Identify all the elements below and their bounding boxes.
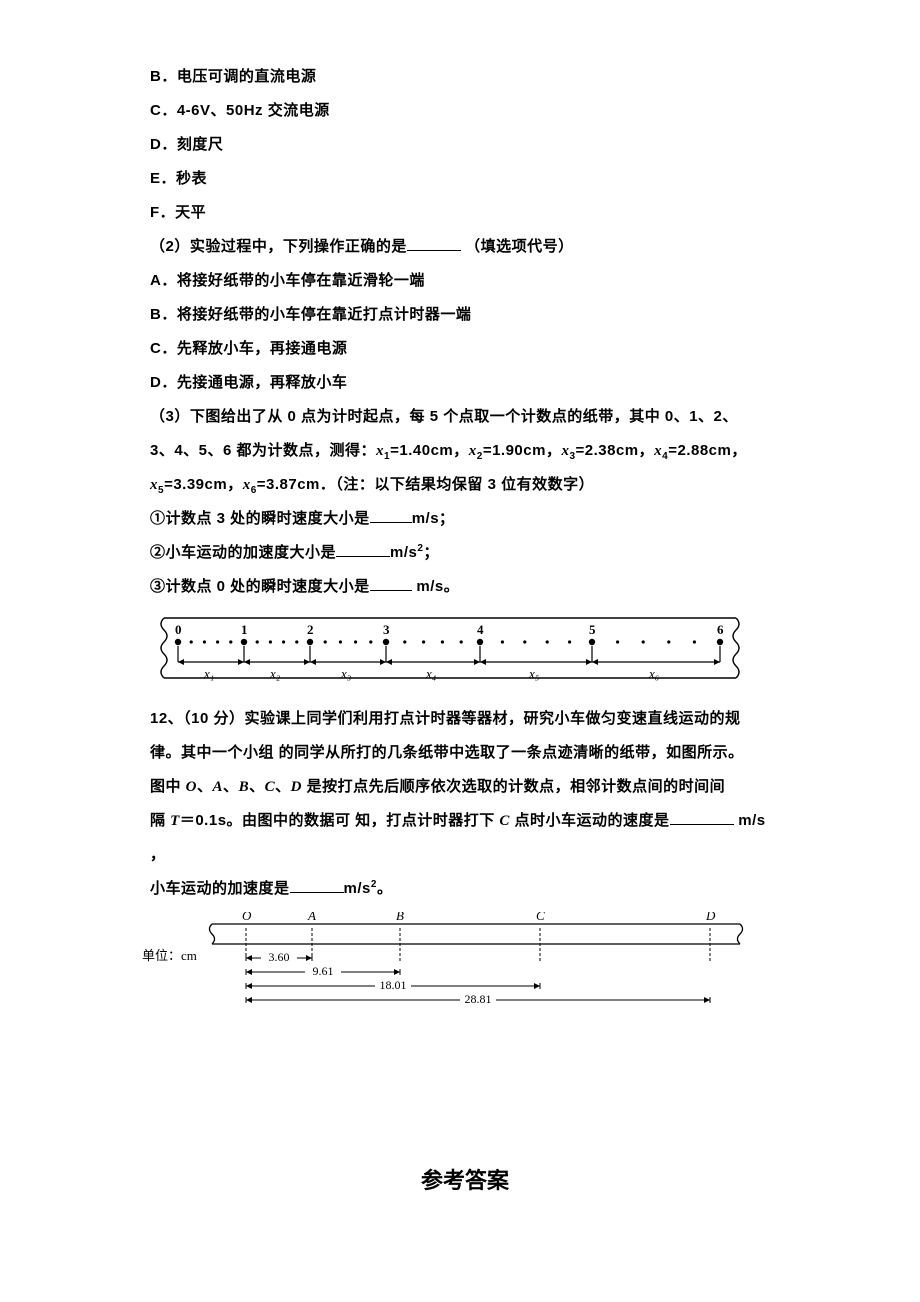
q12-e-unit: m/s	[344, 880, 371, 897]
q12-e-blank	[290, 879, 344, 894]
q2-option-d: D．先接通电源，再释放小车	[150, 374, 347, 391]
q12-a: 12、（10 分）实验课上同学们利用打点计时器等器材，研究小车做匀变速直线运动的…	[150, 710, 741, 727]
q12-d-b: ＝0.1s。由图中的数据可 知，打点计时器打下	[180, 812, 500, 829]
q12-d-a: 隔	[150, 812, 170, 829]
q3-sub1-blank	[370, 509, 412, 524]
tape-diagram-2: 单位：cm O A B C D 3.60 9.61 18.01 28.81	[140, 912, 780, 1027]
svg-text:5: 5	[589, 622, 596, 637]
q3-line3: x5=3.39cm，x6=3.87cm．（注：以下结果均保留 3 位有效数字）	[150, 468, 780, 502]
q12-d: 隔 T＝0.1s。由图中的数据可 知，打点计时器打下 C 点时小车运动的速度是 …	[150, 804, 780, 872]
q12-c: 图中 O、A、B、C、D 是按打点先后顺序依次选取的计数点，相邻计数点间的时间间	[150, 770, 780, 804]
svg-text:x₁: x₁	[203, 666, 214, 681]
option-d: D．刻度尺	[150, 136, 223, 153]
x6-lbl: x	[243, 477, 251, 493]
q12-d-C: C	[499, 813, 510, 829]
svg-text:3.60: 3.60	[269, 950, 290, 964]
q12-c-s3: 、	[249, 778, 265, 795]
q3-line1: （3）下图给出了从 0 点为计时起点，每 5 个点取一个计数点的纸带，其中 0、…	[150, 408, 738, 425]
svg-text:D: D	[705, 912, 716, 923]
q3-sub3-a: ③计数点 0 处的瞬时速度大小是	[150, 578, 370, 595]
svg-text:18.01: 18.01	[380, 978, 407, 992]
q12-c-a: 图中	[150, 778, 186, 795]
q12-e-a: 小车运动的加速度是	[150, 880, 290, 897]
q3-sub3-b: m/s。	[412, 578, 460, 595]
q2-text: （2）实验过程中，下列操作正确的是	[150, 238, 407, 255]
q12-b: 律。其中一个小组 的同学从所打的几条纸带中选取了一条点迹清晰的纸带，如图所示。	[150, 744, 744, 761]
q12-c-A: A	[213, 779, 224, 795]
q3-line2-a: 3、4、5、6 都为计数点，测得：	[150, 442, 376, 459]
q12-c-s4: 、	[275, 778, 291, 795]
svg-text:O: O	[242, 912, 252, 923]
q12-d-T: T	[170, 813, 180, 829]
q3-line3-tail: （注：以下结果均保留 3 位有效数字）	[335, 476, 594, 493]
svg-text:C: C	[536, 912, 545, 923]
svg-text:2: 2	[307, 622, 314, 637]
svg-text:x₃: x₃	[340, 666, 351, 681]
q12-c-C: C	[265, 779, 276, 795]
q3-sub3-blank	[370, 577, 412, 592]
x3-val: =2.38cm，	[576, 442, 655, 459]
q3-sub3: ③计数点 0 处的瞬时速度大小是 m/s。	[150, 570, 780, 604]
q12-e-tail: 。	[377, 880, 393, 897]
x4-val: =2.88cm，	[668, 442, 747, 459]
option-b: B．电压可调的直流电源	[150, 68, 316, 85]
svg-text:0: 0	[175, 622, 182, 637]
q12-c-s2: 、	[223, 778, 239, 795]
svg-text:1: 1	[241, 622, 248, 637]
svg-text:x₂: x₂	[269, 666, 281, 681]
x1-lbl: x	[376, 443, 384, 459]
option-c: C．4-6V、50Hz 交流电源	[150, 102, 330, 119]
x5-val: =3.39cm，	[164, 476, 243, 493]
q12-d-c: 点时小车运动的速度是	[510, 812, 670, 829]
q12-c-b: 是按打点先后顺序依次选取的计数点，相邻计数点间的时间间	[302, 778, 725, 795]
q12-c-D: D	[291, 779, 302, 795]
svg-text:3: 3	[383, 622, 390, 637]
q3-sub2-blank	[336, 543, 390, 558]
q12-c-s1: 、	[197, 778, 213, 795]
x4-lbl: x	[654, 443, 662, 459]
q3-sub2-a: ②小车运动的加速度大小是	[150, 544, 336, 561]
q12-c-B: B	[239, 779, 250, 795]
svg-text:A: A	[307, 912, 316, 923]
document-page: B．电压可调的直流电源 C．4-6V、50Hz 交流电源 D．刻度尺 E．秒表 …	[0, 0, 920, 1302]
q3-sub1-b: m/s；	[412, 510, 455, 527]
q12-c-o: O	[186, 779, 197, 795]
q3-sub2-tail: ；	[423, 544, 439, 561]
svg-text:28.81: 28.81	[465, 992, 492, 1006]
q2-option-b: B．将接好纸带的小车停在靠近打点计时器一端	[150, 306, 471, 323]
option-f: F．天平	[150, 204, 206, 221]
q3-line2: 3、4、5、6 都为计数点，测得：x1=1.40cm，x2=1.90cm，x3=…	[150, 434, 780, 468]
q3-sub2: ②小车运动的加速度大小是m/s2；	[150, 536, 780, 570]
q2-hint: （填选项代号）	[465, 238, 574, 255]
svg-text:x₆: x₆	[648, 666, 659, 681]
answer-key-heading: 参考答案	[150, 1157, 780, 1205]
svg-text:6: 6	[717, 622, 724, 637]
tape-diagram-1: 0 1 2 3 4 5 6 x₁ x₂ x₃ x₄ x₅ x₆	[150, 612, 780, 690]
q12-d-blank	[670, 811, 734, 826]
q2-blank	[407, 237, 461, 252]
x6-val: =3.87cm．	[257, 476, 336, 493]
q3-sub1: ①计数点 3 处的瞬时速度大小是 m/s；	[150, 502, 780, 536]
x1-val: =1.40cm，	[390, 442, 469, 459]
svg-text:x₅: x₅	[528, 666, 539, 681]
svg-text:x₄: x₄	[425, 666, 437, 681]
x2-lbl: x	[469, 443, 477, 459]
q3-sub2-unit: m/s	[390, 544, 417, 561]
q12-e: 小车运动的加速度是m/s2。	[150, 872, 780, 906]
x2-val: =1.90cm，	[483, 442, 562, 459]
svg-text:单位：cm: 单位：cm	[142, 948, 197, 963]
q3-sub1-a: ①计数点 3 处的瞬时速度大小是	[150, 510, 370, 527]
x5-lbl: x	[150, 477, 158, 493]
q2-stem: （2）实验过程中，下列操作正确的是 （填选项代号）	[150, 230, 780, 264]
svg-text:9.61: 9.61	[313, 964, 334, 978]
svg-text:4: 4	[477, 622, 484, 637]
q2-option-c: C．先释放小车，再接通电源	[150, 340, 347, 357]
option-e: E．秒表	[150, 170, 207, 187]
svg-text:B: B	[396, 912, 404, 923]
q2-option-a: A．将接好纸带的小车停在靠近滑轮一端	[150, 272, 425, 289]
